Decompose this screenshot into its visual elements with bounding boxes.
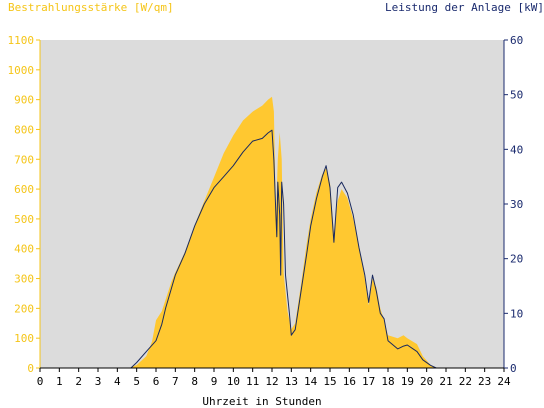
x-tick-label: 14 [304, 375, 318, 388]
left-axis-ticks: 0 100 200 300 400 500 600 700 800 900 1000 1100 [8, 34, 40, 375]
left-tick-label: 600 [14, 183, 34, 196]
x-axis-title: Uhrzeit in Stunden [202, 395, 321, 408]
right-tick-label: 50 [510, 89, 523, 102]
x-tick-label: 6 [153, 375, 160, 388]
x-tick-label: 22 [459, 375, 472, 388]
right-tick-label: 0 [510, 362, 517, 375]
x-tick-label: 18 [381, 375, 394, 388]
left-axis-title: Bestrahlungsstärke [W/qm] [8, 1, 174, 14]
x-tick-label: 19 [401, 375, 414, 388]
x-tick-label: 21 [439, 375, 452, 388]
irradiance-area [40, 96, 504, 368]
x-tick-label: 15 [323, 375, 336, 388]
x-tick-label: 2 [75, 375, 82, 388]
x-tick-label: 13 [285, 375, 298, 388]
x-tick-label: 23 [478, 375, 491, 388]
right-tick-label: 10 [510, 307, 523, 320]
x-tick-label: 9 [211, 375, 218, 388]
left-tick-label: 700 [14, 153, 34, 166]
right-axis-title: Leistung der Anlage [kW] [385, 1, 544, 14]
power-line [40, 129, 504, 369]
x-tick-label: 10 [227, 375, 240, 388]
left-tick-label: 100 [14, 332, 34, 345]
x-tick-label: 5 [133, 375, 140, 388]
x-tick-label: 4 [114, 375, 121, 388]
x-tick-label: 11 [246, 375, 259, 388]
right-axis-ticks: 0 10 20 30 40 50 60 [504, 34, 523, 375]
right-tick-label: 20 [510, 253, 523, 266]
right-tick-label: 60 [510, 34, 523, 47]
x-tick-label: 20 [420, 375, 433, 388]
right-tick-label: 40 [510, 143, 523, 156]
left-tick-label: 300 [14, 273, 34, 286]
x-tick-label: 24 [497, 375, 511, 388]
power-series [40, 129, 504, 369]
left-tick-label: 800 [14, 123, 34, 136]
x-tick-label: 17 [362, 375, 375, 388]
left-tick-label: 1000 [8, 64, 35, 77]
x-tick-label: 7 [172, 375, 179, 388]
x-tick-label: 1 [56, 375, 63, 388]
x-tick-label: 8 [191, 375, 198, 388]
left-tick-label: 1100 [8, 34, 35, 47]
x-tick-label: 3 [95, 375, 102, 388]
left-tick-label: 500 [14, 213, 34, 226]
x-tick-label: 12 [265, 375, 278, 388]
left-tick-label: 400 [14, 243, 34, 256]
right-tick-label: 30 [510, 198, 523, 211]
x-axis-ticks: 0 1 2 3 4 5 6 7 8 9 10 11 12 13 14 15 16 17 18 19 20 21 22 23 24 [37, 368, 511, 388]
x-tick-label: 16 [343, 375, 356, 388]
left-tick-label: 900 [14, 94, 34, 107]
x-tick-label: 0 [37, 375, 44, 388]
left-tick-label: 200 [14, 302, 34, 315]
irradiance-series [40, 96, 504, 368]
left-tick-label: 0 [27, 362, 34, 375]
